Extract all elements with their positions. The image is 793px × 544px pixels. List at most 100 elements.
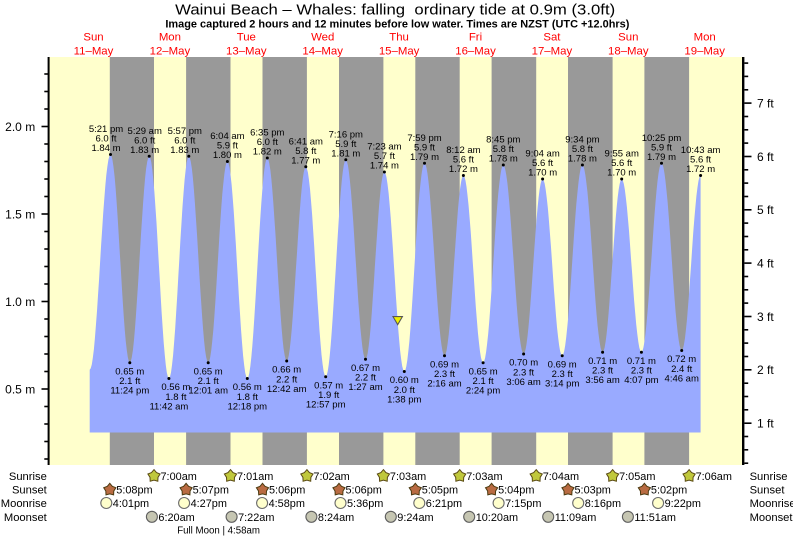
svg-text:Wed: Wed: [311, 32, 334, 44]
svg-text:13–May: 13–May: [226, 45, 267, 57]
svg-text:8:12 am: 8:12 am: [446, 145, 480, 156]
svg-text:1.70 m: 1.70 m: [528, 168, 557, 179]
svg-text:10:25 pm: 10:25 pm: [642, 133, 682, 144]
svg-text:11:51am: 11:51am: [634, 512, 676, 524]
svg-text:4 ft: 4 ft: [757, 256, 774, 270]
svg-text:9:24am: 9:24am: [397, 512, 433, 524]
svg-text:1.72 m: 1.72 m: [449, 164, 478, 175]
svg-text:Image captured 2 hours and 12: Image captured 2 hours and 12 minutes be…: [165, 18, 629, 30]
svg-text:2.2 ft: 2.2 ft: [276, 374, 297, 385]
svg-text:1.84 m: 1.84 m: [91, 143, 120, 154]
svg-text:8:45 pm: 8:45 pm: [486, 135, 520, 146]
svg-text:3 ft: 3 ft: [757, 310, 774, 324]
svg-text:4:27pm: 4:27pm: [191, 498, 227, 510]
svg-text:5.6 ft: 5.6 ft: [611, 158, 632, 169]
svg-text:2.3 ft: 2.3 ft: [631, 366, 652, 377]
svg-text:12–May: 12–May: [150, 45, 191, 57]
svg-text:5:29 am: 5:29 am: [128, 126, 162, 137]
svg-text:1.78 m: 1.78 m: [568, 154, 597, 165]
svg-text:5.9 ft: 5.9 ft: [217, 141, 238, 152]
svg-text:0.65 m: 0.65 m: [115, 366, 144, 377]
svg-text:0.69 m: 0.69 m: [430, 359, 459, 370]
svg-text:12:57 pm: 12:57 pm: [306, 400, 346, 411]
svg-text:Wainui Beach – Whales: falling: Wainui Beach – Whales: falling ordinary …: [175, 1, 615, 18]
svg-text:1.79 m: 1.79 m: [647, 152, 676, 163]
svg-text:2.3 ft: 2.3 ft: [592, 366, 613, 377]
svg-text:15–May: 15–May: [379, 45, 420, 57]
svg-text:2.1 ft: 2.1 ft: [119, 376, 140, 387]
svg-text:1.81 m: 1.81 m: [331, 149, 360, 160]
svg-text:6:35 pm: 6:35 pm: [250, 128, 284, 139]
svg-text:2.0 m: 2.0 m: [5, 120, 35, 134]
svg-text:2.3 ft: 2.3 ft: [513, 367, 534, 378]
svg-text:12:01 am: 12:01 am: [188, 386, 228, 397]
svg-text:4:46 am: 4:46 am: [665, 373, 699, 384]
svg-text:Sunrise: Sunrise: [750, 471, 788, 483]
svg-text:1.72 m: 1.72 m: [686, 164, 715, 175]
svg-text:Tue: Tue: [237, 32, 256, 44]
svg-text:4:01pm: 4:01pm: [113, 498, 149, 510]
svg-text:0.71 m: 0.71 m: [627, 356, 656, 367]
svg-text:2.2 ft: 2.2 ft: [355, 373, 376, 384]
svg-text:5:06pm: 5:06pm: [346, 485, 382, 497]
svg-text:1.77 m: 1.77 m: [291, 156, 320, 167]
svg-text:0.56 m: 0.56 m: [233, 382, 262, 393]
svg-text:11:42 am: 11:42 am: [149, 401, 188, 412]
svg-text:7:02am: 7:02am: [313, 471, 349, 483]
svg-text:7:23 am: 7:23 am: [367, 142, 401, 153]
svg-text:0.60 m: 0.60 m: [390, 375, 419, 386]
svg-text:2.1 ft: 2.1 ft: [473, 376, 494, 387]
svg-text:6:20am: 6:20am: [158, 512, 194, 524]
svg-text:19–May: 19–May: [684, 45, 725, 57]
svg-text:Full Moon | 4:58am: Full Moon | 4:58am: [177, 525, 260, 536]
svg-text:0.65 m: 0.65 m: [194, 366, 223, 377]
svg-text:5:36pm: 5:36pm: [347, 498, 383, 510]
svg-text:0.72 m: 0.72 m: [667, 354, 696, 365]
svg-text:12:42 am: 12:42 am: [267, 384, 307, 395]
svg-text:1:38 pm: 1:38 pm: [387, 394, 421, 405]
svg-text:5.8 ft: 5.8 ft: [572, 144, 593, 155]
svg-text:8:24am: 8:24am: [318, 512, 354, 524]
svg-text:0.69 m: 0.69 m: [548, 359, 577, 370]
svg-text:Sunset: Sunset: [12, 485, 48, 497]
svg-text:1.82 m: 1.82 m: [253, 147, 282, 158]
svg-text:5:03pm: 5:03pm: [575, 485, 611, 497]
svg-text:4:58pm: 4:58pm: [269, 498, 305, 510]
svg-text:6:04 am: 6:04 am: [210, 131, 244, 142]
svg-text:Sat: Sat: [543, 32, 561, 44]
svg-text:Sun: Sun: [83, 32, 103, 44]
svg-text:7:04am: 7:04am: [543, 471, 579, 483]
svg-text:2.3 ft: 2.3 ft: [552, 369, 573, 380]
svg-text:6:21pm: 6:21pm: [426, 498, 462, 510]
svg-text:Mon: Mon: [159, 32, 181, 44]
svg-text:3:14 pm: 3:14 pm: [545, 379, 579, 390]
svg-text:0.57 m: 0.57 m: [314, 380, 343, 391]
svg-text:Mon: Mon: [694, 32, 716, 44]
svg-text:3:56 am: 3:56 am: [585, 375, 619, 386]
svg-text:0.70 m: 0.70 m: [509, 358, 538, 369]
svg-text:5:21 pm: 5:21 pm: [89, 124, 123, 135]
svg-text:8:16pm: 8:16pm: [585, 498, 621, 510]
svg-text:1.83 m: 1.83 m: [170, 145, 199, 156]
svg-text:0.67 m: 0.67 m: [351, 363, 380, 374]
svg-text:16–May: 16–May: [455, 45, 496, 57]
svg-text:5:07pm: 5:07pm: [193, 485, 229, 497]
svg-text:2.0 ft: 2.0 ft: [394, 385, 415, 396]
svg-text:Sunrise: Sunrise: [9, 471, 47, 483]
svg-text:11:09am: 11:09am: [555, 512, 597, 524]
svg-text:11:24 pm: 11:24 pm: [110, 386, 149, 397]
svg-text:0.66 m: 0.66 m: [272, 365, 301, 376]
svg-text:6 ft: 6 ft: [757, 150, 774, 164]
svg-text:9:34 pm: 9:34 pm: [565, 135, 599, 146]
svg-text:9:04 am: 9:04 am: [525, 149, 559, 160]
svg-text:5.6 ft: 5.6 ft: [532, 158, 553, 169]
svg-text:5 ft: 5 ft: [757, 203, 774, 217]
svg-text:7:05am: 7:05am: [619, 471, 655, 483]
svg-text:Thu: Thu: [389, 32, 409, 44]
svg-text:1.74 m: 1.74 m: [370, 161, 399, 172]
svg-text:4:07 pm: 4:07 pm: [624, 375, 658, 386]
svg-text:1.79 m: 1.79 m: [410, 152, 439, 163]
svg-text:2.4 ft: 2.4 ft: [671, 364, 692, 375]
svg-text:12:18 pm: 12:18 pm: [227, 401, 267, 412]
svg-text:14–May: 14–May: [302, 45, 343, 57]
